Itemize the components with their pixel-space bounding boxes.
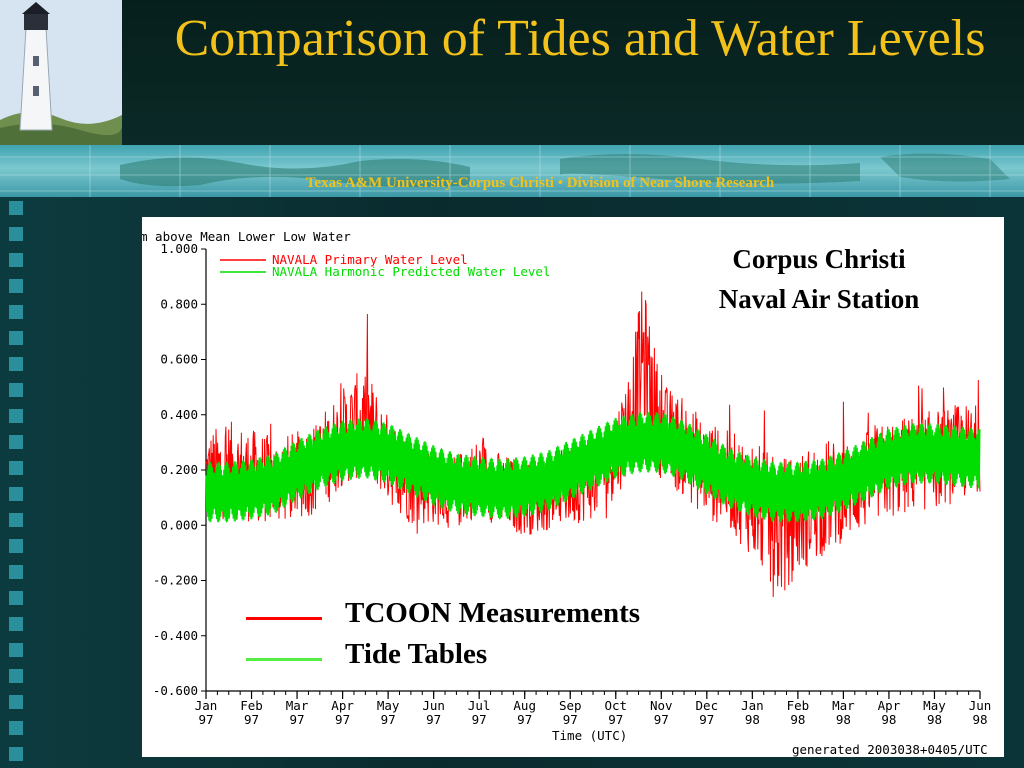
decor-square xyxy=(9,669,23,683)
legend-label-predicted: NAVALA Harmonic Predicted Water Level xyxy=(272,264,550,279)
x-tick-label-month: Jan xyxy=(741,698,764,713)
y-tick-label: 0.800 xyxy=(160,296,198,311)
banner-text: Texas A&M University-Corpus Christi • Di… xyxy=(305,175,775,191)
y-tick-label: 0.600 xyxy=(160,352,198,367)
x-tick-label-month: May xyxy=(923,698,946,713)
x-tick-label-month: Jun xyxy=(969,698,992,713)
station-line-1: Corpus Christi xyxy=(732,244,906,274)
legend-line-green xyxy=(246,658,322,661)
decor-square xyxy=(9,279,23,293)
x-tick-label-year: 98 xyxy=(790,712,805,727)
decor-square xyxy=(9,461,23,475)
legend-line-red xyxy=(246,617,322,620)
decor-square xyxy=(9,643,23,657)
x-tick-label-year: 97 xyxy=(426,712,441,727)
decor-square xyxy=(9,617,23,631)
decor-square xyxy=(9,305,23,319)
lighthouse-icon xyxy=(0,0,122,145)
series-line-predicted xyxy=(205,411,981,523)
y-tick-label: 0.000 xyxy=(160,517,198,532)
x-tick-label-month: Apr xyxy=(331,698,354,713)
x-tick-label-year: 97 xyxy=(608,712,623,727)
y-tick-label: -0.400 xyxy=(153,628,198,643)
slide-header: Comparison of Tides and Water Levels xyxy=(0,0,1024,145)
slide-title: Comparison of Tides and Water Levels xyxy=(174,10,986,67)
y-tick-label: 0.400 xyxy=(160,407,198,422)
station-line-2: Naval Air Station xyxy=(718,284,920,314)
decor-square xyxy=(9,227,23,241)
x-tick-label-month: Feb xyxy=(240,698,263,713)
legend-label-measured: NAVALA Primary Water Level xyxy=(272,252,468,267)
y-tick-label: -0.200 xyxy=(153,573,198,588)
x-tick-label-year: 97 xyxy=(381,712,396,727)
x-tick-label-month: Sep xyxy=(559,698,582,713)
x-tick-label-year: 98 xyxy=(745,712,760,727)
station-name: Corpus Christi Naval Air Station xyxy=(672,239,966,319)
university-banner: Texas A&M University-Corpus Christi • Di… xyxy=(0,145,1024,197)
chart-svg: m above Mean Lower Low Water Time (UTC) … xyxy=(142,229,992,757)
x-tick-label-month: Aug xyxy=(513,698,536,713)
x-tick-label-year: 98 xyxy=(881,712,896,727)
x-tick-label-month: Nov xyxy=(650,698,673,713)
x-tick-label-month: Mar xyxy=(832,698,855,713)
x-tick-label-year: 97 xyxy=(335,712,350,727)
decor-square xyxy=(9,435,23,449)
y-tick-label: 1.000 xyxy=(160,241,198,256)
x-tick-label-year: 98 xyxy=(836,712,851,727)
decor-square xyxy=(9,487,23,501)
y-tick-label: -0.600 xyxy=(153,683,198,698)
y-axis-label: m above Mean Lower Low Water xyxy=(142,229,351,244)
decor-square xyxy=(9,201,23,215)
x-tick-label-month: May xyxy=(377,698,400,713)
x-tick-label-year: 97 xyxy=(198,712,213,727)
y-tick-label: 0.200 xyxy=(160,462,198,477)
decor-square xyxy=(9,409,23,423)
generated-stamp: generated 2003038+0405/UTC xyxy=(792,742,988,757)
x-tick-label-year: 97 xyxy=(699,712,714,727)
x-tick-label-month: Dec xyxy=(696,698,719,713)
legend-text-tide: Tide Tables xyxy=(345,638,488,670)
decor-square xyxy=(9,695,23,709)
x-tick-label-month: Oct xyxy=(604,698,627,713)
decor-square xyxy=(9,747,23,761)
x-tick-label-year: 97 xyxy=(472,712,487,727)
map-band-graphic xyxy=(0,145,1024,197)
x-tick-label-year: 97 xyxy=(290,712,305,727)
water-level-chart: m above Mean Lower Low Water Time (UTC) … xyxy=(142,217,1004,757)
x-tick-label-month: Jul xyxy=(468,698,491,713)
x-tick-label-month: Apr xyxy=(878,698,901,713)
decor-square xyxy=(9,253,23,267)
x-tick-label-year: 97 xyxy=(654,712,669,727)
decor-square xyxy=(9,539,23,553)
decor-square xyxy=(9,565,23,579)
x-tick-label-month: Jun xyxy=(422,698,445,713)
decor-square xyxy=(9,591,23,605)
x-tick-label-year: 97 xyxy=(244,712,259,727)
left-decor-strip xyxy=(0,197,38,768)
x-tick-label-year: 98 xyxy=(972,712,987,727)
decor-square xyxy=(9,357,23,371)
x-tick-label-month: Jan xyxy=(195,698,218,713)
x-tick-label-year: 97 xyxy=(563,712,578,727)
x-tick-label-year: 98 xyxy=(927,712,942,727)
x-tick-label-month: Feb xyxy=(787,698,810,713)
x-axis-label: Time (UTC) xyxy=(552,728,627,743)
lighthouse-logo xyxy=(0,0,122,145)
decor-square xyxy=(9,513,23,527)
legend-text-measured: TCOON Measurements xyxy=(345,597,641,629)
decor-square xyxy=(9,721,23,735)
decor-square xyxy=(9,383,23,397)
decor-square xyxy=(9,331,23,345)
x-tick-label-month: Mar xyxy=(286,698,309,713)
x-tick-label-year: 97 xyxy=(517,712,532,727)
